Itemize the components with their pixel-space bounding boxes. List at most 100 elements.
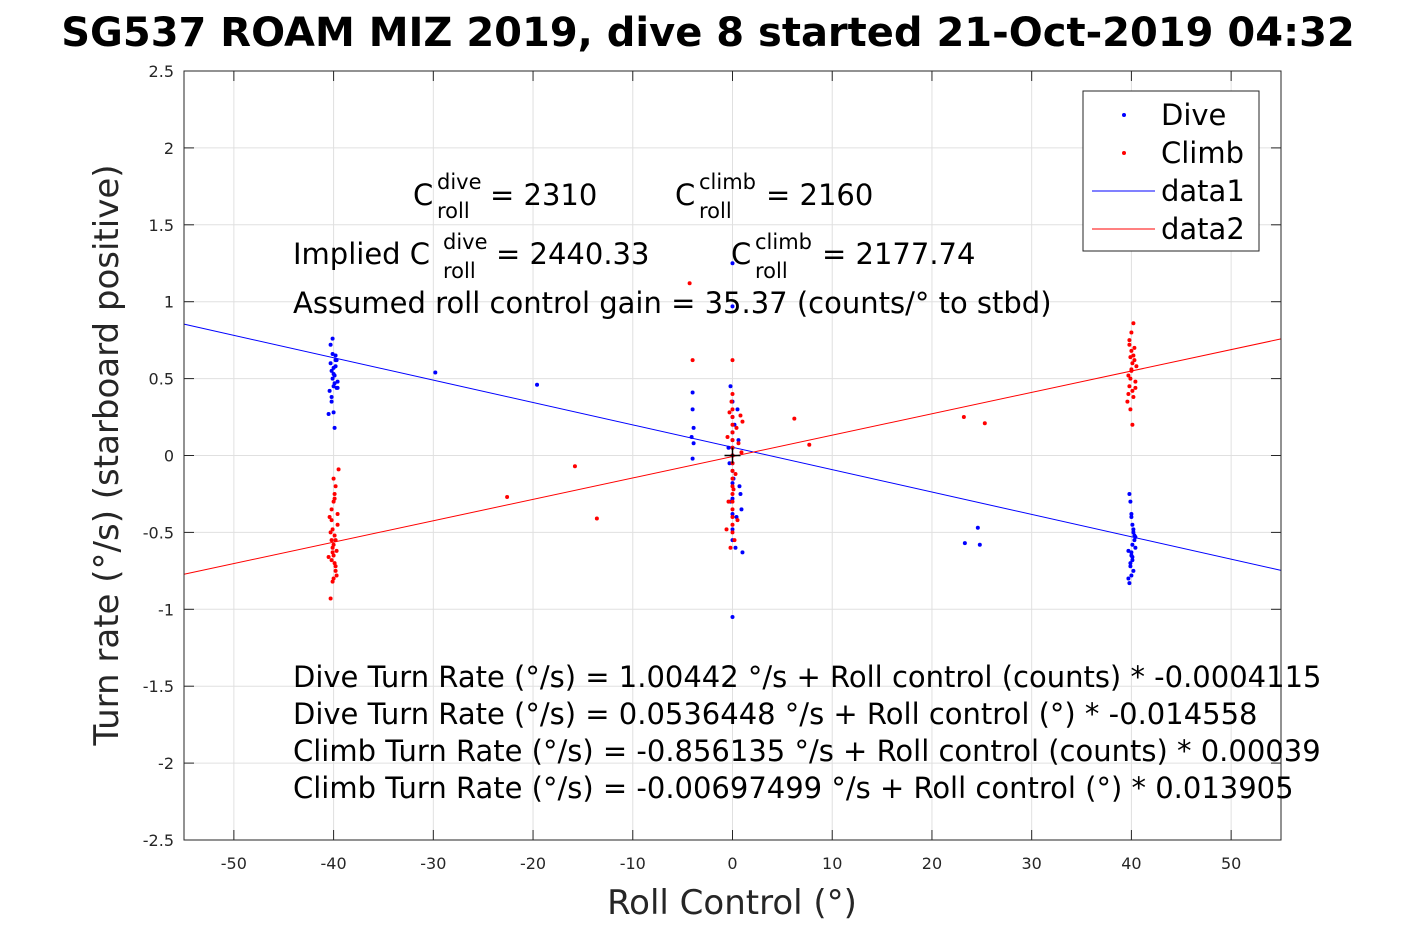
dive-point [327, 388, 332, 393]
climb-point [331, 476, 336, 481]
climb-point [728, 545, 733, 550]
climb-point [335, 522, 340, 527]
dive-point [1129, 573, 1134, 578]
climb-point [730, 515, 735, 520]
dive-point [535, 382, 540, 387]
dive-point [328, 361, 333, 366]
svg-text:= 2177.74: = 2177.74 [822, 237, 975, 271]
svg-text:dive: dive [443, 230, 488, 254]
dive-point [1131, 527, 1136, 532]
dive-point [1129, 550, 1134, 555]
climb-point [740, 419, 745, 424]
climb-point [334, 573, 339, 578]
climb-point [735, 518, 740, 523]
climb-point [594, 516, 599, 521]
climb-point [726, 499, 731, 504]
climb-point [724, 527, 729, 532]
x-tick-label: -30 [420, 854, 446, 873]
climb-point [807, 442, 812, 447]
climb-point [732, 538, 737, 543]
dive-point [726, 445, 731, 450]
climb-point [336, 467, 341, 472]
x-tick-label: 40 [1121, 854, 1141, 873]
svg-text:dive: dive [437, 170, 482, 194]
legend-dive-marker [1122, 113, 1126, 117]
climb-point [1129, 348, 1134, 353]
climb-point [505, 495, 510, 500]
dive-point [1130, 558, 1135, 563]
climb-point [572, 464, 577, 469]
climb-point [734, 425, 739, 430]
svg-text:roll: roll [699, 199, 732, 223]
x-tick-label: -10 [620, 854, 646, 873]
x-tick-label: 0 [727, 854, 737, 873]
dive-point [733, 545, 738, 550]
climb-point [730, 407, 735, 412]
climb-point [730, 491, 735, 496]
climb-point [331, 542, 336, 547]
climb-point [730, 476, 735, 481]
climb-point [730, 499, 735, 504]
dive-point [330, 336, 335, 341]
climb-point [330, 527, 335, 532]
svg-text:C: C [675, 178, 695, 212]
dive-point [1129, 511, 1134, 516]
x-ticks: -50 -40 -30 -20 -10 0 10 20 30 40 50 [221, 71, 1241, 873]
climb-point [1132, 345, 1137, 350]
dive-point [691, 441, 696, 446]
climb-point [333, 484, 338, 489]
dive-point [1128, 499, 1133, 504]
climb-point [1126, 391, 1131, 396]
dive-point [433, 370, 438, 375]
dive-point [730, 304, 735, 309]
svg-text:climb: climb [699, 170, 756, 194]
climb-point [961, 415, 966, 420]
climb-point [730, 391, 735, 396]
y-tick-label: -2 [158, 754, 174, 773]
climb-point [332, 496, 337, 501]
dive-point [740, 550, 745, 555]
y-tick-label: -1 [158, 600, 174, 619]
dive-point [330, 376, 335, 381]
climb-point [1132, 358, 1137, 363]
dive-point [1133, 545, 1138, 550]
climb-point [326, 555, 331, 560]
climb-point [328, 596, 333, 601]
y-tick-label: 2.5 [149, 62, 174, 81]
legend-climb-label: Climb [1161, 136, 1244, 170]
climb-point [329, 538, 334, 543]
dive-point [730, 261, 735, 266]
climb-point [333, 538, 338, 543]
dive-point [1127, 491, 1132, 496]
dive-point [727, 461, 732, 466]
svg-text:C: C [413, 178, 433, 212]
dive-point [326, 411, 331, 416]
x-tick-label: 50 [1221, 854, 1241, 873]
climb-point [690, 358, 695, 363]
climb-point [730, 415, 735, 420]
dive-point [1131, 568, 1136, 573]
dive-point [690, 390, 695, 395]
dive-point [331, 371, 336, 376]
dive-point [730, 511, 735, 516]
legend-data2-label: data2 [1161, 212, 1245, 246]
climb-point [736, 441, 741, 446]
climb-point [333, 564, 338, 569]
dive-point [1126, 548, 1131, 553]
climb-point [730, 358, 735, 363]
y-tick-label: 0.5 [149, 370, 174, 389]
climb-point [327, 515, 332, 520]
dive-point [736, 438, 741, 443]
climb-point [331, 576, 336, 581]
climb-points [326, 281, 1139, 601]
x-tick-label: 30 [1022, 854, 1042, 873]
climb-point [1131, 321, 1136, 326]
svg-text:climb: climb [755, 230, 812, 254]
svg-text:roll: roll [437, 199, 470, 223]
climb-point [1127, 384, 1132, 389]
climb-point [729, 399, 734, 404]
climb-point [982, 421, 987, 426]
annotation-c-climb: C climb roll = 2160 [675, 170, 873, 223]
dive-point [1128, 564, 1133, 569]
